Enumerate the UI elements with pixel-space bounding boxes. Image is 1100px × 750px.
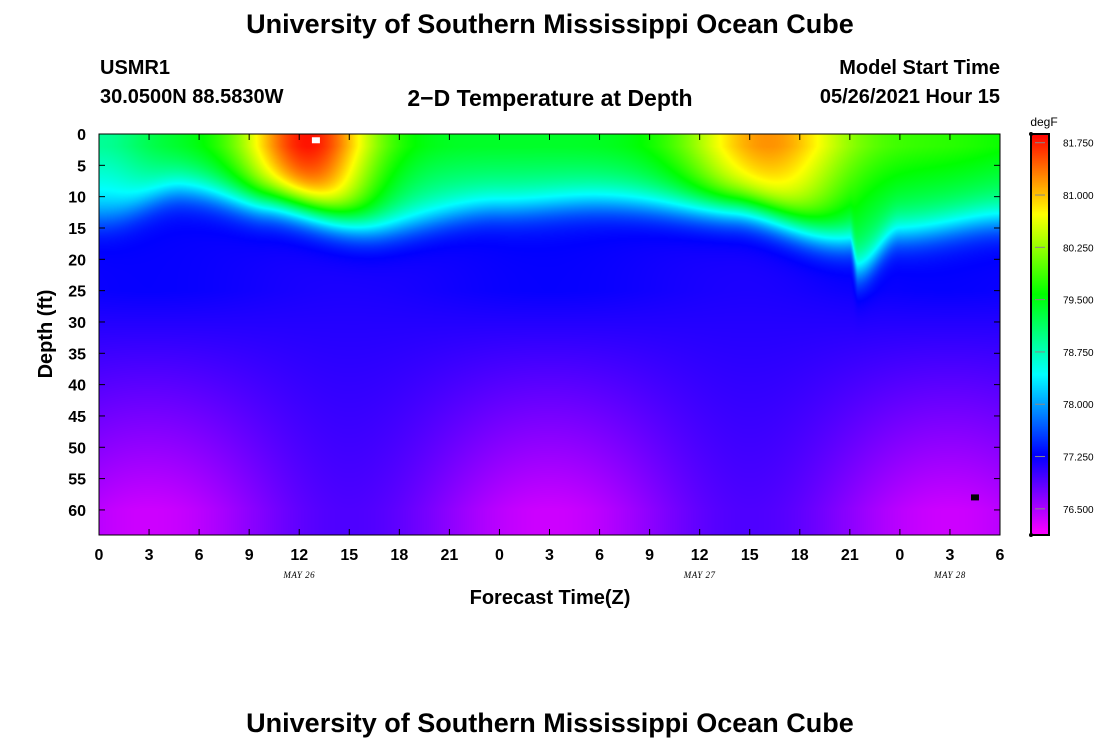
y-tick-label: 35 bbox=[68, 346, 86, 363]
colorbar-tick-label: 76.500 bbox=[1063, 505, 1094, 516]
colorbar-tick-label: 81.000 bbox=[1063, 191, 1094, 202]
x-tick-label: 9 bbox=[245, 547, 254, 564]
date-labels: MAY 26 MAY 27 MAY 28 bbox=[282, 570, 965, 580]
y-tick-label: 50 bbox=[68, 440, 86, 457]
colorbar-tick-label: 77.250 bbox=[1063, 453, 1094, 464]
colorbar-unit: degF bbox=[1030, 115, 1057, 129]
y-tick-label: 15 bbox=[68, 221, 86, 238]
y-axis-label: Depth (ft) bbox=[35, 290, 57, 379]
y-tick-label: 55 bbox=[68, 472, 86, 489]
y-tick-label: 30 bbox=[68, 315, 86, 332]
footer-title: University of Southern Mississippi Ocean… bbox=[246, 708, 854, 738]
heatmap-field bbox=[99, 134, 1000, 535]
x-tick-label: 3 bbox=[545, 547, 554, 564]
colorbar-end-dot bbox=[1029, 533, 1033, 537]
x-tick-label: 12 bbox=[691, 547, 709, 564]
y-tick-label: 60 bbox=[68, 503, 86, 520]
y-tick-label: 25 bbox=[68, 284, 86, 301]
model-start-value: 05/26/2021 Hour 15 bbox=[819, 86, 1000, 108]
page-title: University of Southern Mississippi Ocean… bbox=[246, 9, 854, 39]
x-tick-label: 0 bbox=[895, 547, 904, 564]
y-tick-label: 10 bbox=[68, 190, 86, 207]
y-tick-label: 40 bbox=[68, 378, 86, 395]
x-axis: 0 3 6 9 12 15 18 21 0 3 6 9 12 15 18 21 0 3 6 bbox=[95, 134, 1005, 564]
colorbar-frame bbox=[1030, 133, 1050, 536]
x-tick-label: 21 bbox=[440, 547, 458, 564]
colorbar-tick-label: 80.250 bbox=[1063, 243, 1094, 254]
y-axis: 0 5 10 15 20 25 30 35 40 45 50 55 60 bbox=[68, 127, 1000, 520]
model-start-label: Model Start Time bbox=[839, 57, 1000, 79]
colorbar-tick-label: 79.500 bbox=[1063, 296, 1094, 307]
y-tick-label: 20 bbox=[68, 252, 86, 269]
colorbar-ticks: 76.500 77.250 78.000 78.750 79.500 80.250 81.0… bbox=[1029, 132, 1094, 537]
y-tick-label: 0 bbox=[77, 127, 86, 144]
colorbar-gradient bbox=[1031, 134, 1049, 535]
y-tick-label: 45 bbox=[68, 409, 86, 426]
x-axis-label: Forecast Time(Z) bbox=[470, 587, 631, 609]
date-label: MAY 27 bbox=[683, 570, 716, 580]
x-tick-label: 6 bbox=[195, 547, 204, 564]
x-tick-label: 0 bbox=[95, 547, 104, 564]
x-tick-label: 6 bbox=[595, 547, 604, 564]
markers bbox=[311, 137, 979, 501]
x-tick-label: 21 bbox=[841, 547, 859, 564]
date-label: MAY 28 bbox=[933, 570, 966, 580]
x-tick-label: 3 bbox=[145, 547, 154, 564]
station-id: USMR1 bbox=[100, 57, 171, 79]
marker-1 bbox=[970, 494, 979, 501]
date-label: MAY 26 bbox=[282, 570, 315, 580]
marker-0 bbox=[311, 137, 320, 144]
x-tick-label: 9 bbox=[645, 547, 654, 564]
x-tick-label: 18 bbox=[390, 547, 408, 564]
colorbar-tick-label: 78.000 bbox=[1063, 400, 1094, 411]
x-tick-label: 6 bbox=[996, 547, 1005, 564]
x-tick-label: 15 bbox=[340, 547, 358, 564]
plot-title: 2−D Temperature at Depth bbox=[407, 85, 693, 111]
station-coordinates: 30.0500N 88.5830W bbox=[100, 86, 284, 108]
y-tick-label: 5 bbox=[77, 158, 86, 175]
colorbar-end-dot bbox=[1029, 132, 1033, 136]
colorbar: 76.500 77.250 78.000 78.750 79.500 80.250 81.0… bbox=[1029, 115, 1094, 537]
colorbar-tick-label: 78.750 bbox=[1063, 348, 1094, 359]
x-tick-label: 15 bbox=[741, 547, 759, 564]
x-tick-label: 18 bbox=[791, 547, 809, 564]
x-tick-label: 12 bbox=[290, 547, 308, 564]
colorbar-tick-label: 81.750 bbox=[1063, 139, 1094, 150]
x-tick-label: 3 bbox=[945, 547, 954, 564]
x-tick-label: 0 bbox=[495, 547, 504, 564]
